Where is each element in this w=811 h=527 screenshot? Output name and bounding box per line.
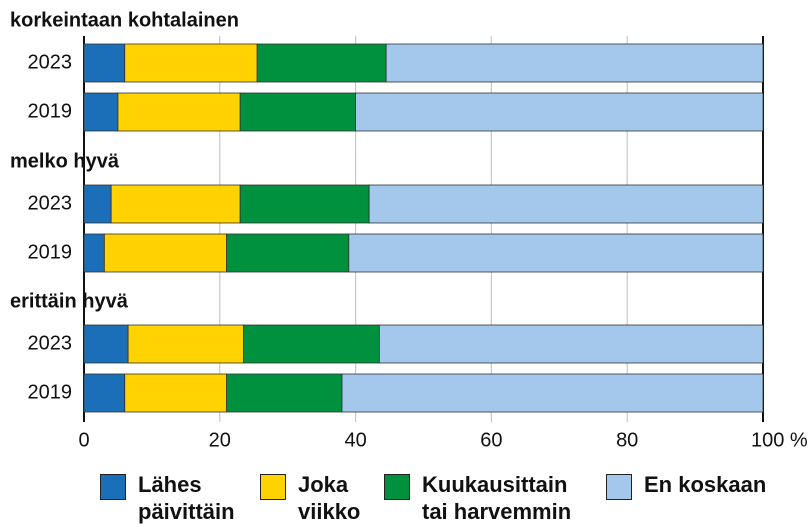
bar-segment <box>124 373 227 413</box>
bar-segment <box>117 92 241 132</box>
bar-segment <box>256 43 387 83</box>
legend-swatch <box>384 474 410 500</box>
bar-segment <box>226 373 343 413</box>
bar-segment <box>226 233 350 273</box>
bar-segment <box>127 324 244 364</box>
legend-item: Lähes päivittäin <box>100 472 248 527</box>
legend-swatch <box>606 474 632 500</box>
legend-item: En koskaan <box>606 472 804 527</box>
bar-segment <box>83 324 129 364</box>
x-tick-label: 60 <box>480 429 502 451</box>
group-title: erittäin hyvä <box>10 290 129 312</box>
bar-segment <box>243 324 380 364</box>
bar-segment <box>83 373 126 413</box>
bar-segment <box>83 92 119 132</box>
bar-segment <box>378 324 764 364</box>
bar-segment <box>83 43 126 83</box>
y-tick-label: 2019 <box>28 241 73 263</box>
x-tick-label: 80 <box>616 429 638 451</box>
bar-segment <box>385 43 764 83</box>
bar-segment <box>103 233 227 273</box>
y-tick-label: 2023 <box>28 51 73 73</box>
bar-segment <box>83 184 112 224</box>
x-tick-label: 40 <box>344 429 366 451</box>
legend-label: Joka viikko <box>298 472 361 524</box>
bar-segment <box>110 184 241 224</box>
y-tick-label: 2023 <box>28 192 73 214</box>
legend-label: Kuukausittain tai harvemmin <box>422 472 572 524</box>
chart: 0 20 40 60 80 100 % korkeintaan kohtalainen 202… <box>10 9 808 451</box>
bar-segment <box>348 233 764 273</box>
y-tick-label: 2019 <box>28 100 73 122</box>
bar-segment <box>239 92 356 132</box>
bar-segment <box>368 184 764 224</box>
bar-segment <box>124 43 258 83</box>
bar-segment <box>83 233 105 273</box>
y-tick-label: 2023 <box>28 332 73 354</box>
legend-item: Kuukausittain tai harvemmin <box>384 472 597 527</box>
bar-segment <box>341 373 764 413</box>
y-tick-label: 2019 <box>28 381 73 403</box>
bar-segment <box>355 92 764 132</box>
legend-swatch <box>100 474 126 500</box>
legend-swatch <box>260 474 286 500</box>
legend-label: En koskaan <box>644 472 767 497</box>
x-tick-label: 100 % <box>751 429 808 451</box>
x-tick-label: 0 <box>78 429 89 451</box>
group-title: korkeintaan kohtalainen <box>10 9 239 31</box>
legend-label: Lähes päivittäin <box>138 472 235 524</box>
bar-segment <box>239 184 370 224</box>
x-tick-label: 20 <box>209 429 231 451</box>
legend-item: Joka viikko <box>260 472 378 527</box>
group-title: melko hyvä <box>10 150 120 172</box>
